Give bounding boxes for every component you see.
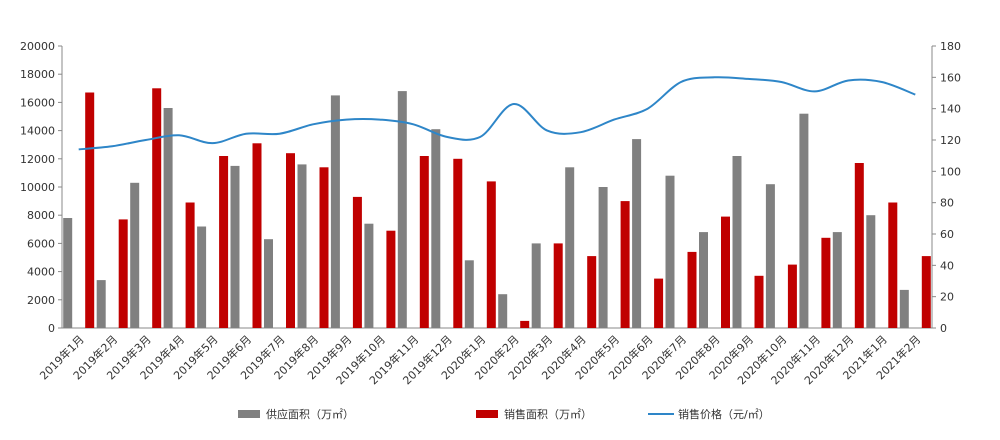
y-left-tick-label: 0 bbox=[48, 322, 55, 335]
y-left-tick-label: 20000 bbox=[20, 40, 55, 53]
y-left-tick-label: 16000 bbox=[20, 96, 55, 109]
supply-area-bar bbox=[230, 165, 240, 328]
y-left-tick-label: 4000 bbox=[27, 266, 55, 279]
sales-area-bar bbox=[386, 230, 396, 328]
sales-area-bar bbox=[787, 264, 797, 328]
y-right-tick-label: 180 bbox=[940, 40, 961, 53]
supply-area-bar bbox=[899, 289, 909, 328]
supply-area-bar bbox=[866, 215, 876, 328]
legend-swatch bbox=[476, 410, 498, 418]
sales-area-bar bbox=[654, 278, 664, 328]
supply-area-bar bbox=[264, 239, 273, 328]
supply-area-bar bbox=[565, 167, 575, 328]
sales-area-bar bbox=[319, 167, 329, 328]
y-left-tick-label: 18000 bbox=[20, 68, 55, 81]
sales-area-bar bbox=[520, 320, 530, 328]
supply-area-bar bbox=[531, 243, 541, 328]
y-right-tick-label: 100 bbox=[940, 165, 961, 178]
sales-area-bar bbox=[118, 219, 128, 328]
sales-area-bar bbox=[286, 153, 295, 328]
supply-area-bar bbox=[464, 260, 474, 328]
legend-swatch bbox=[238, 410, 260, 418]
y-left-tick-label: 10000 bbox=[20, 181, 55, 194]
supply-area-bar bbox=[832, 232, 842, 328]
sales-area-bar bbox=[453, 158, 463, 328]
y-right-tick-label: 160 bbox=[940, 71, 961, 84]
legend-label: 供应面积（万㎡） bbox=[266, 407, 354, 421]
supply-area-bar bbox=[364, 223, 374, 328]
sales-area-bar bbox=[152, 88, 162, 328]
sales-area-bar bbox=[821, 237, 831, 328]
legend-label: 销售价格（元/㎡） bbox=[678, 407, 770, 421]
sales-area-bar bbox=[921, 256, 931, 328]
supply-area-bar bbox=[799, 113, 809, 328]
supply-area-bar bbox=[699, 232, 708, 328]
y-right-tick-label: 140 bbox=[940, 103, 961, 116]
y-left-tick-label: 2000 bbox=[27, 294, 55, 307]
sales-area-bar bbox=[721, 216, 730, 328]
sales-area-bar bbox=[185, 202, 195, 328]
sales-area-bar bbox=[352, 196, 362, 328]
y-right-tick-label: 60 bbox=[940, 228, 954, 241]
y-right-tick-label: 20 bbox=[940, 291, 954, 304]
sales-area-bar bbox=[687, 251, 697, 328]
supply-area-bar bbox=[96, 280, 106, 328]
sales-area-bar bbox=[620, 201, 630, 328]
supply-area-bar bbox=[498, 294, 508, 328]
supply-area-bar bbox=[397, 91, 407, 328]
y-right-tick-label: 0 bbox=[940, 322, 947, 335]
legend-label: 销售面积（万㎡） bbox=[504, 407, 592, 421]
y-right-tick-label: 80 bbox=[940, 197, 954, 210]
sales-area-bar bbox=[219, 156, 229, 328]
supply-area-bar bbox=[197, 226, 207, 328]
supply-area-bar bbox=[130, 182, 140, 328]
supply-area-bar bbox=[665, 175, 675, 328]
sales-area-bar bbox=[486, 181, 496, 328]
sales-area-bar bbox=[754, 275, 764, 328]
supply-area-bar bbox=[598, 187, 608, 328]
supply-area-bar bbox=[163, 108, 173, 328]
y-left-tick-label: 14000 bbox=[20, 125, 55, 138]
sales-area-bar bbox=[587, 256, 597, 328]
sales-area-bar bbox=[854, 163, 864, 328]
y-left-tick-label: 8000 bbox=[27, 209, 55, 222]
supply-area-bar bbox=[297, 164, 307, 328]
sales-area-bar bbox=[553, 243, 563, 328]
supply-area-bar bbox=[330, 95, 340, 329]
sales-price-line bbox=[78, 76, 916, 151]
y-left-tick-label: 6000 bbox=[27, 237, 55, 250]
y-left-tick-label: 12000 bbox=[20, 153, 55, 166]
sales-area-bar bbox=[419, 156, 429, 328]
supply-area-bar bbox=[431, 129, 441, 328]
supply-area-bar bbox=[63, 218, 73, 328]
sales-area-bar bbox=[252, 143, 262, 328]
supply-area-bar bbox=[765, 184, 775, 328]
sales-area-bar bbox=[888, 202, 898, 328]
y-right-tick-label: 120 bbox=[940, 134, 961, 147]
supply-area-bar bbox=[732, 156, 742, 328]
supply-area-bar bbox=[632, 139, 642, 328]
y-right-tick-label: 40 bbox=[940, 259, 954, 272]
sales-area-bar bbox=[85, 92, 95, 328]
